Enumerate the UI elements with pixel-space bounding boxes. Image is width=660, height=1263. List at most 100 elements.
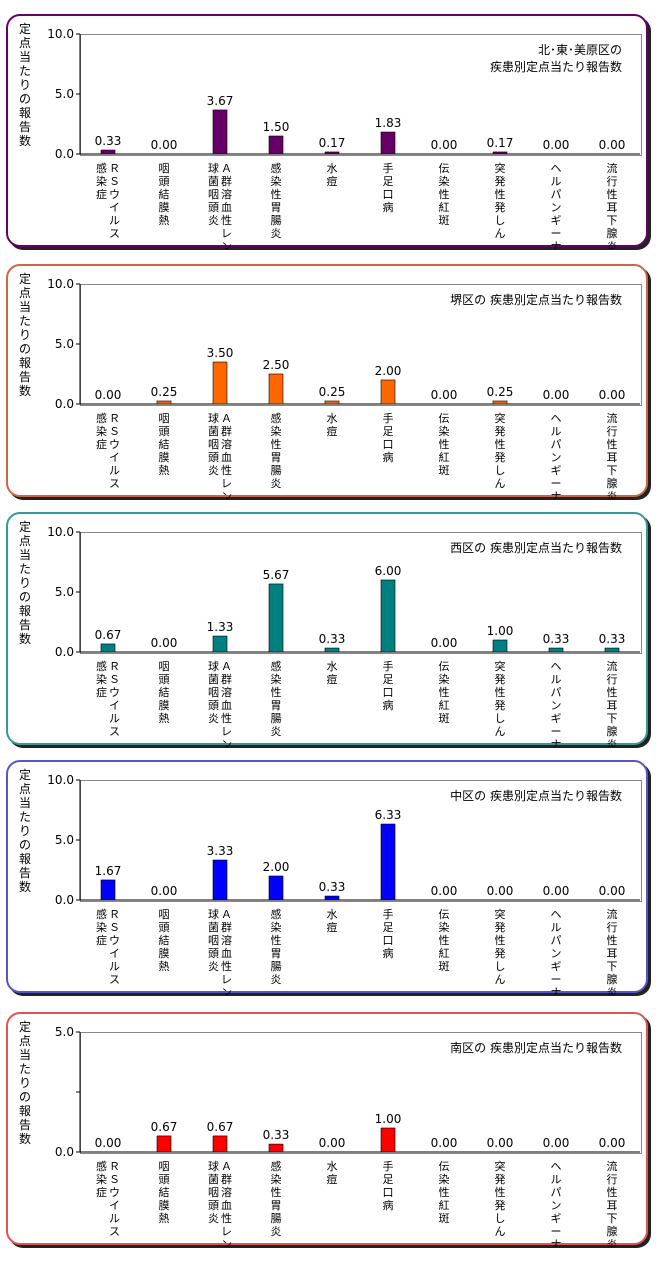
y-tick-label: 0.0 <box>55 397 74 411</box>
bar-value-label: 0.17 <box>319 136 346 150</box>
bar-value-label: 0.67 <box>95 628 122 642</box>
bar <box>100 149 116 155</box>
bar <box>156 400 172 405</box>
x-tick-label: ヘルパンギーナ <box>551 162 562 249</box>
bar-value-label: 0.00 <box>151 884 178 898</box>
bar-value-label: 0.33 <box>319 880 346 894</box>
y-axis-label: 定点当たりの報告数 <box>18 768 31 894</box>
x-tick-label: 突発性発しん <box>495 659 506 738</box>
chart-title: 堺区の 疾患別定点当たり報告数 <box>450 293 622 307</box>
bar-value-label: 3.67 <box>207 94 234 108</box>
bar-value-label: 0.00 <box>431 884 458 898</box>
bar-value-label: 1.50 <box>263 120 290 134</box>
bar-value-label: 0.25 <box>319 385 346 399</box>
bar-value-label: 0.00 <box>487 884 514 898</box>
bar-value-label: 0.33 <box>263 1128 290 1142</box>
bar-value-label: 6.00 <box>375 564 402 578</box>
x-tick-label: 咽頭結膜熱 <box>159 660 170 725</box>
y-tick-label: 10.0 <box>47 525 74 539</box>
bar-value-label: 0.00 <box>431 636 458 650</box>
bar <box>492 151 508 155</box>
y-tick-label: 5.0 <box>55 585 74 599</box>
x-tick-label: ＲＳウイルス <box>109 162 120 240</box>
x-tick-label: Ａ群溶血性レンサ <box>221 412 232 499</box>
bar-value-label: 0.00 <box>599 884 626 898</box>
x-tick-label: 突発性発しん <box>495 907 506 986</box>
x-tick-label: 流行性耳下腺炎 <box>607 411 618 499</box>
y-tick-label: 0.0 <box>55 147 74 161</box>
x-tick-label: 咽頭結膜熱 <box>159 1160 170 1225</box>
x-tick-label: 流行性耳下腺炎 <box>607 907 618 995</box>
x-tick-label: Ａ群溶血性レンサ <box>221 162 232 249</box>
bar-value-label: 0.33 <box>599 632 626 646</box>
bar-value-label: 0.00 <box>599 388 626 402</box>
x-tick-label: 感染性胃腸炎 <box>271 1160 282 1238</box>
x-tick-label: 球菌咽頭炎 <box>208 659 219 725</box>
x-tick-label: 水痘 <box>327 162 338 188</box>
x-tick-label: 感染性胃腸炎 <box>271 412 282 490</box>
bar-value-label: 0.00 <box>95 388 122 402</box>
chart-title: 北･東･美原区の 疾患別定点当たり報告数 <box>489 43 622 74</box>
chart-panel: 定点当たりの報告数 堺区の 疾患別定点当たり報告数 10.0 5.0 0.0 0.00 ＲＳ… <box>6 264 648 499</box>
bar <box>212 109 228 155</box>
x-tick-label: 突発性発しん <box>495 1159 506 1238</box>
bar <box>212 1135 228 1153</box>
bar-value-label: 3.33 <box>207 844 234 858</box>
bar <box>380 579 396 653</box>
bar-value-label: 0.67 <box>151 1120 178 1134</box>
y-tick-label: 10.0 <box>47 277 74 291</box>
bar-value-label: 0.25 <box>487 385 514 399</box>
plot-area <box>80 284 642 406</box>
bar-value-label: 0.00 <box>431 1136 458 1150</box>
bar <box>604 647 620 653</box>
x-tick-label: 感染性胃腸炎 <box>271 162 282 240</box>
y-tick-label: 5.0 <box>55 87 74 101</box>
chart-panel: 定点当たりの報告数 北･東･美原区の 疾患別定点当たり報告数 10.0 5.0 0.0 0.… <box>6 14 648 249</box>
chart-title: 南区の 疾患別定点当たり報告数 <box>450 1041 622 1055</box>
x-tick-label: ＲＳウイルス <box>109 412 120 490</box>
x-tick-label: 突発性発しん <box>495 161 506 240</box>
y-tick-label: 5.0 <box>55 337 74 351</box>
x-tick-label: 感染症 <box>96 1160 107 1199</box>
bar-value-label: 3.50 <box>207 346 234 360</box>
x-tick-label: 手足口病 <box>383 1159 394 1212</box>
y-axis-label: 定点当たりの報告数 <box>18 520 31 646</box>
bar <box>268 1143 284 1153</box>
bar <box>324 400 340 405</box>
bar-value-label: 6.33 <box>375 808 402 822</box>
bar-value-label: 2.00 <box>263 860 290 874</box>
y-axis-label: 定点当たりの報告数 <box>18 22 31 148</box>
x-tick-label: 伝染性紅斑 <box>439 660 450 725</box>
y-tick-label: 0.0 <box>55 1145 74 1159</box>
bar <box>548 647 564 653</box>
bar-value-label: 0.00 <box>95 1136 122 1150</box>
x-tick-label: 手足口病 <box>383 161 394 214</box>
y-tick-label: 0.0 <box>55 893 74 907</box>
bar <box>492 400 508 405</box>
x-tick-label: 水痘 <box>327 1160 338 1186</box>
bar-value-label: 0.67 <box>207 1120 234 1134</box>
bar-value-label: 0.00 <box>319 1136 346 1150</box>
x-tick-label: 球菌咽頭炎 <box>208 411 219 477</box>
bar-value-label: 0.00 <box>599 1136 626 1150</box>
bar <box>212 361 228 405</box>
bar <box>100 879 116 901</box>
bar-value-label: 0.00 <box>543 138 570 152</box>
x-tick-label: 球菌咽頭炎 <box>208 1159 219 1225</box>
x-tick-label: 流行性耳下腺炎 <box>607 659 618 747</box>
x-tick-label: 突発性発しん <box>495 411 506 490</box>
plot-area <box>80 34 642 156</box>
x-tick-label: 水痘 <box>327 412 338 438</box>
x-tick-label: 流行性耳下腺炎 <box>607 161 618 249</box>
bar <box>268 373 284 405</box>
x-tick-label: Ａ群溶血性レンサ <box>221 1160 232 1247</box>
bar <box>324 151 340 155</box>
y-tick-label: 10.0 <box>47 27 74 41</box>
x-tick-label: 球菌咽頭炎 <box>208 161 219 227</box>
chart-title: 中区の 疾患別定点当たり報告数 <box>450 789 622 803</box>
x-tick-label: 咽頭結膜熱 <box>159 908 170 973</box>
x-tick-label: 水痘 <box>327 660 338 686</box>
